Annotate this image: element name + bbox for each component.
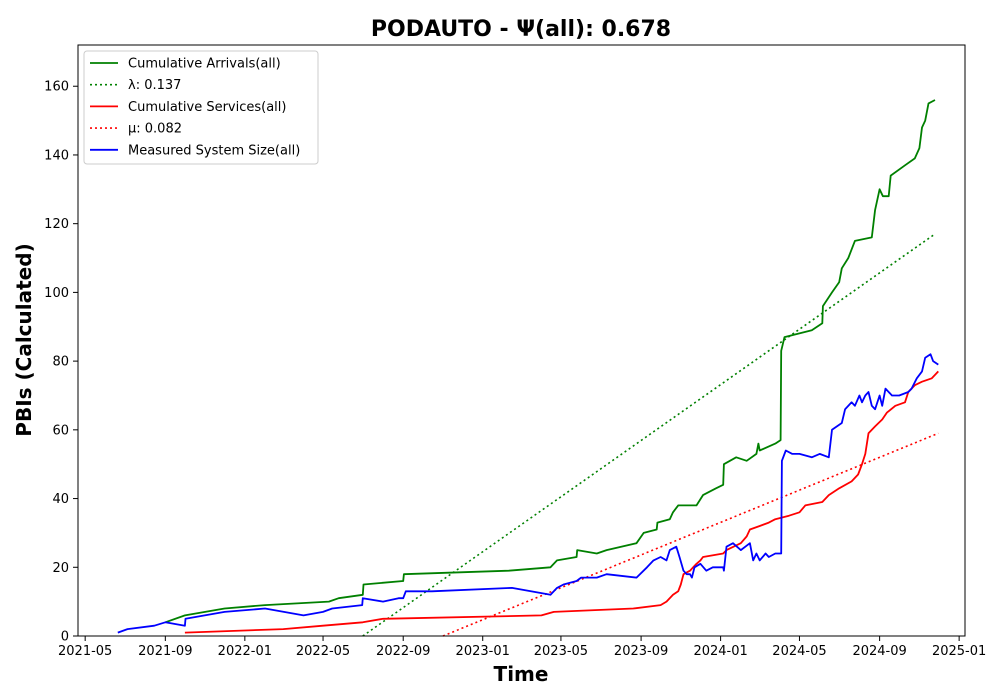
y-axis: 0 20 40 60 80 100 120 140 160 bbox=[44, 80, 78, 645]
y-tick-label: 100 bbox=[44, 286, 69, 301]
x-axis: 2021-05 2021-09 2022-01 2022-05 2022-09 2023-… bbox=[58, 636, 986, 659]
series-line-2 bbox=[184, 370, 939, 634]
legend-label-4: Measured System Size(all) bbox=[128, 143, 300, 158]
series-line-3 bbox=[442, 432, 939, 637]
series-line-0 bbox=[165, 99, 936, 624]
x-tick-label: 2023-09 bbox=[614, 644, 668, 659]
x-tick-label: 2022-09 bbox=[376, 644, 430, 659]
series-layer bbox=[117, 99, 939, 637]
x-tick-label: 2021-05 bbox=[58, 644, 112, 659]
y-tick-label: 40 bbox=[52, 492, 69, 507]
legend-label-2: Cumulative Services(all) bbox=[128, 100, 286, 115]
chart-title: PODAUTO - Ψ(all): 0.678 bbox=[371, 17, 671, 42]
series-line-1 bbox=[362, 233, 936, 637]
legend-label-1: λ: 0.137 bbox=[128, 78, 181, 93]
legend-label-0: Cumulative Arrivals(all) bbox=[128, 57, 281, 72]
y-tick-label: 20 bbox=[52, 561, 69, 576]
y-tick-label: 80 bbox=[52, 355, 69, 370]
y-axis-label: PBIs (Calculated) bbox=[12, 243, 36, 436]
x-tick-label: 2021-09 bbox=[138, 644, 192, 659]
x-tick-label: 2024-09 bbox=[852, 644, 906, 659]
series-line-4 bbox=[117, 353, 939, 634]
x-tick-label: 2024-01 bbox=[693, 644, 747, 659]
y-tick-label: 60 bbox=[52, 423, 69, 438]
x-tick-label: 2025-01 bbox=[932, 644, 986, 659]
x-tick-label: 2024-05 bbox=[772, 644, 826, 659]
y-tick-label: 120 bbox=[44, 217, 69, 232]
y-tick-label: 0 bbox=[61, 630, 69, 645]
legend-label-3: μ: 0.082 bbox=[128, 122, 182, 137]
x-tick-label: 2022-01 bbox=[218, 644, 272, 659]
legend-box bbox=[83, 50, 319, 165]
plot-frame bbox=[77, 44, 966, 637]
x-tick-label: 2023-05 bbox=[534, 644, 588, 659]
legend: Cumulative Arrivals(all) λ: 0.137 Cumulati… bbox=[83, 50, 319, 165]
y-tick-label: 160 bbox=[44, 80, 69, 95]
x-tick-label: 2022-05 bbox=[296, 644, 350, 659]
y-tick-label: 140 bbox=[44, 148, 69, 163]
x-axis-label: Time bbox=[494, 662, 549, 686]
x-tick-label: 2023-01 bbox=[456, 644, 510, 659]
